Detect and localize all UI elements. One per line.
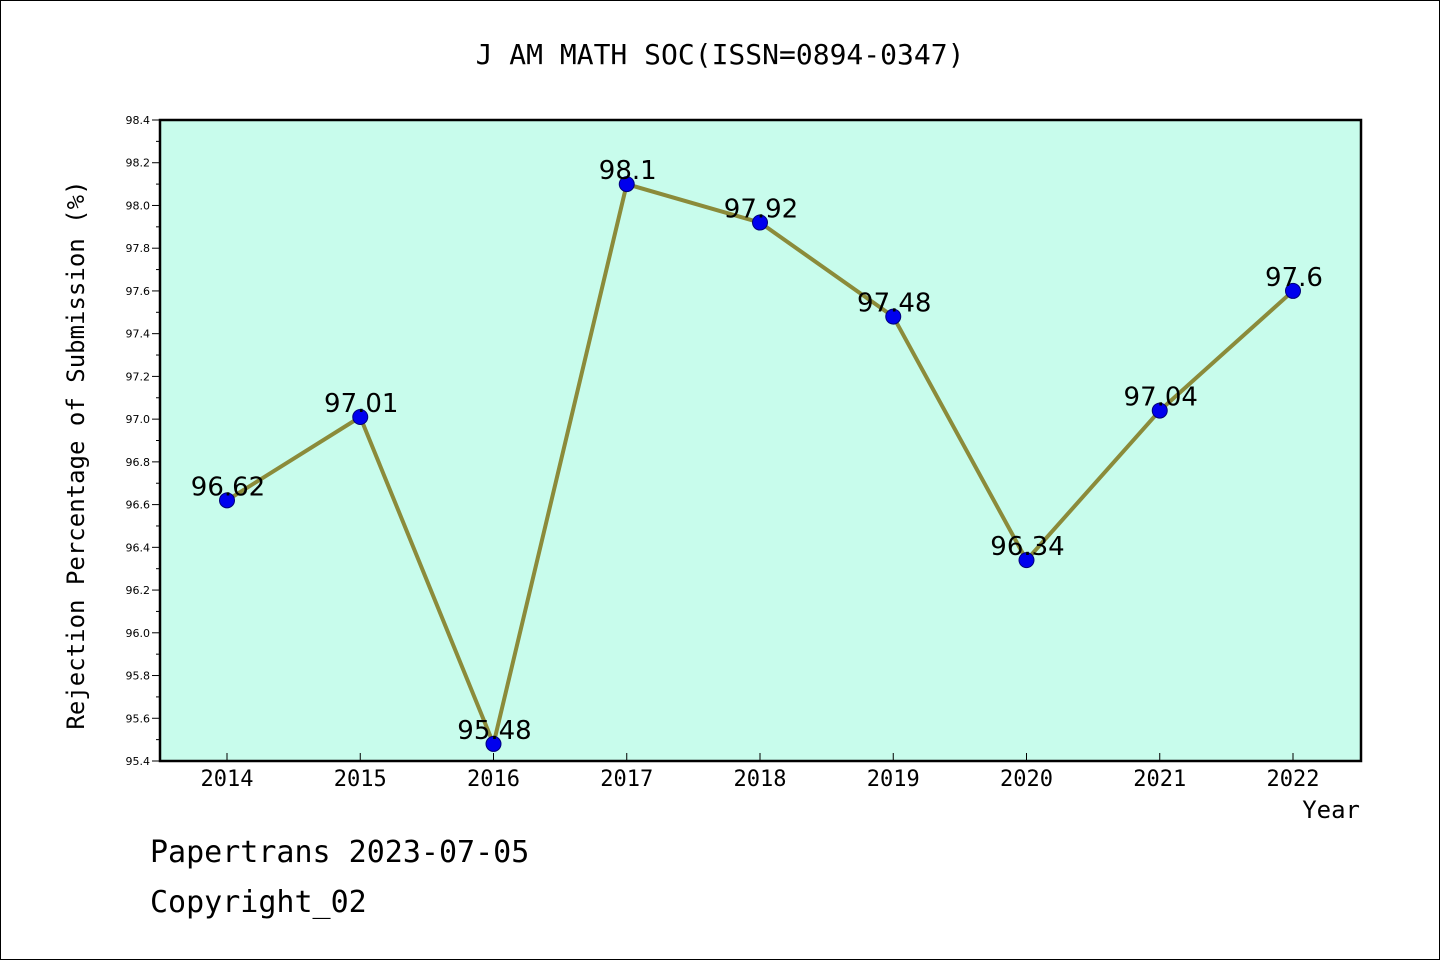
footer-copyright: Copyright_02 [150, 885, 367, 920]
y-tick-label: 97.0 [126, 413, 151, 426]
y-tick-label: 97.2 [126, 370, 151, 383]
data-point [618, 176, 635, 193]
chart-title: J AM MATH SOC(ISSN=0894-0347) [475, 38, 965, 71]
y-tick-label: 96.2 [126, 584, 151, 597]
x-tick-label: 2014 [201, 767, 254, 792]
y-tick-label: 98.4 [126, 114, 151, 127]
x-axis: 2014 2015 2016 2017 2018 2019 2020 2021 2022 [201, 753, 1320, 792]
data-label: 97.6 [1265, 263, 1323, 293]
data-label: 97.01 [324, 389, 398, 419]
y-tick-label: 95.8 [126, 670, 151, 683]
y-tick-label: 97.8 [126, 242, 151, 255]
x-tick-label: 2016 [467, 767, 520, 792]
data-label: 96.34 [990, 532, 1064, 562]
data-point [219, 492, 235, 509]
y-axis-label: Rejection Percentage of Submission (%) [62, 180, 90, 730]
data-label: 96.62 [191, 472, 265, 502]
y-tick-label: 98.2 [126, 157, 151, 170]
x-tick-label: 2015 [334, 767, 387, 792]
x-tick-label: 2017 [600, 767, 653, 792]
y-tick-label: 95.6 [126, 712, 151, 725]
x-tick-label: 2019 [867, 767, 920, 792]
marker-layer [219, 176, 1301, 752]
data-point [1018, 552, 1035, 569]
data-point [485, 735, 502, 752]
y-tick-label: 96.0 [126, 627, 151, 640]
data-point [1151, 402, 1168, 419]
data-label: 97.48 [857, 289, 931, 319]
y-tick-label: 96.8 [126, 456, 151, 469]
label-layer: 96.62 97.01 95.48 98.1 97.92 97.48 96.34 97.04 9… [191, 156, 1323, 746]
data-point [1285, 282, 1301, 299]
x-tick-label: 2018 [734, 767, 787, 792]
data-label: 98.1 [599, 156, 657, 186]
data-label: 95.48 [457, 716, 531, 746]
data-point [885, 308, 902, 325]
data-label: 97.04 [1124, 383, 1198, 413]
x-tick-label: 2020 [1000, 767, 1053, 792]
x-tick-label: 2021 [1133, 767, 1186, 792]
footer-date: Papertrans 2023-07-05 [150, 835, 530, 870]
x-axis-label: Year [1302, 796, 1360, 824]
y-tick-label: 95.4 [126, 755, 151, 768]
data-point [352, 408, 369, 425]
data-point [752, 214, 768, 231]
y-axis: 95.4 95.6 95.8 96.0 96.2 96.4 96.6 96.8 97.0 97.2… [126, 114, 160, 768]
y-tick-label: 96.6 [126, 499, 151, 512]
x-tick-label: 2022 [1267, 767, 1320, 792]
y-tick-label: 98.0 [126, 199, 151, 212]
y-tick-label: 97.6 [126, 285, 151, 298]
data-label: 97.92 [724, 195, 798, 225]
y-tick-label: 96.4 [126, 541, 151, 554]
y-tick-label: 97.4 [126, 328, 151, 341]
